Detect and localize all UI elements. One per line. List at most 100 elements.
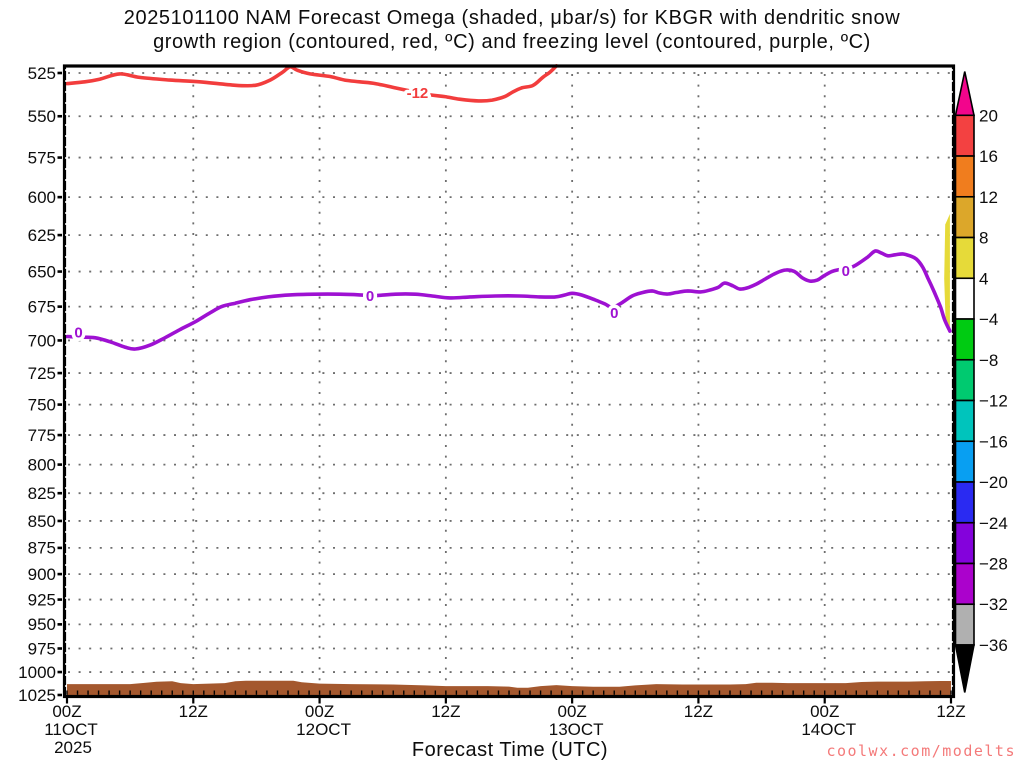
colorbar-label: 4 (979, 269, 988, 288)
gridlines (68, 72, 951, 693)
colorbar-band (954, 603, 975, 646)
freezing-level-contour-0C-line (65, 249, 952, 351)
x-year-label: 2025 (54, 738, 92, 757)
axis-labels: 525 550 575 600 625 650 675 700 725 750 775 800 825 8… (18, 64, 965, 757)
y-tick (57, 114, 62, 118)
x-tick-label: 00Z (52, 702, 81, 721)
dendritic-growth-contour-minus12C-label: -12 (407, 85, 429, 102)
chart-title-line2: growth region (contoured, red, ºC) and f… (153, 31, 871, 53)
colorbar-label: −24 (979, 514, 1008, 533)
colorbar-over-triangle (954, 71, 975, 117)
y-tick (57, 519, 62, 523)
colorbar-label: −36 (979, 636, 1008, 655)
colorbar-label: 12 (979, 188, 998, 207)
y-tick-label: 950 (28, 615, 56, 634)
freezing-level-contour-0C-label: 0 (74, 324, 82, 341)
colorbar-label: −16 (979, 432, 1008, 451)
freezing-level-contour-0C-label: 0 (366, 288, 374, 305)
y-tick-label: 875 (28, 539, 56, 558)
axis-ticks (57, 71, 953, 704)
freezing-level-contour-0C-label: 0 (610, 305, 618, 322)
y-tick-label: 900 (28, 565, 56, 584)
y-tick (57, 463, 62, 466)
colorbar-band (954, 277, 975, 320)
y-tick (57, 305, 62, 308)
x-tick-label: 12Z (684, 702, 713, 721)
x-date-label: 13OCT (549, 720, 604, 739)
omega-positive-sliver (944, 214, 950, 332)
x-tick-label: 00Z (810, 702, 839, 721)
y-tick-label: 1025 (18, 686, 56, 705)
y-tick (57, 195, 62, 199)
x-tick-label: 00Z (557, 702, 586, 721)
colorbar-under-triangle (954, 644, 975, 693)
y-tick-label: 700 (28, 331, 56, 350)
y-tick (57, 233, 62, 237)
colorbar: 20 16 12 8 4 −4 −8 −12 −16 −20 −24 −28 −32 −36 (954, 71, 1008, 693)
y-tick-label: 650 (28, 262, 56, 281)
colorbar-label: 8 (979, 229, 988, 248)
watermark: coolwx.com/modelts (826, 742, 1016, 760)
colorbar-band (954, 318, 975, 361)
colorbar-label: 20 (979, 106, 998, 125)
y-tick-label: 975 (28, 639, 56, 658)
colorbar-band (954, 155, 975, 198)
x-axis-title: Forecast Time (UTC) (411, 739, 609, 761)
colorbar-label: −28 (979, 554, 1008, 573)
y-tick (57, 670, 62, 674)
y-tick (57, 647, 62, 650)
colorbar-band (954, 236, 975, 280)
y-tick (57, 371, 62, 375)
y-tick-label: 775 (28, 426, 56, 445)
colorbar-band (954, 562, 975, 606)
y-tick (57, 339, 62, 342)
x-date-label: 11OCT (44, 720, 98, 739)
y-tick-label: 925 (28, 590, 56, 609)
colorbar-band (954, 195, 975, 239)
chart-title-line1: 2025101100 NAM Forecast Omega (shaded, μ… (123, 7, 901, 29)
y-tick (57, 403, 62, 406)
freezing-level-contour-0C-label: 0 (842, 263, 850, 280)
y-tick (57, 491, 62, 495)
dendritic-growth-contour-minus12C-line (65, 64, 559, 103)
colorbar-band (954, 440, 975, 483)
colorbar-label: −4 (979, 310, 998, 329)
x-tick-label: 12Z (936, 702, 965, 721)
plot-frame (62, 64, 956, 699)
y-tick-label: 550 (28, 107, 56, 126)
x-tick-label: 12Z (179, 702, 208, 721)
colorbar-label: 16 (979, 147, 998, 166)
y-tick-label: 750 (28, 395, 56, 414)
y-tick-label: 725 (28, 364, 56, 383)
chart-title: 2025101100 NAM Forecast Omega (shaded, μ… (0, 6, 1024, 54)
y-tick (57, 623, 62, 626)
x-tick-label: 00Z (305, 702, 334, 721)
y-tick-label: 525 (28, 64, 56, 83)
colorbar-band (954, 114, 975, 157)
y-tick (57, 546, 62, 550)
y-tick (57, 433, 62, 437)
y-tick-label: 625 (28, 226, 56, 245)
colorbar-band (954, 358, 975, 402)
colorbar-label: −20 (979, 473, 1008, 492)
x-date-label: 14OCT (801, 720, 856, 739)
y-tick (57, 572, 62, 576)
y-tick (57, 693, 62, 697)
colorbar-label: −32 (979, 595, 1008, 614)
colorbar-label: −8 (979, 351, 998, 370)
colorbar-band (954, 481, 975, 524)
y-tick (57, 270, 62, 273)
y-tick-label: 825 (28, 484, 56, 503)
y-tick-label: 575 (28, 148, 56, 167)
y-tick-label: 850 (28, 512, 56, 531)
colorbar-band (954, 521, 975, 565)
y-tick-label: 1000 (18, 663, 56, 682)
y-tick-label: 600 (28, 188, 56, 207)
y-tick (57, 156, 62, 159)
x-date-label: 12OCT (296, 720, 351, 739)
y-tick (57, 71, 62, 75)
x-tick-label: 12Z (431, 702, 460, 721)
colorbar-band (954, 399, 975, 443)
